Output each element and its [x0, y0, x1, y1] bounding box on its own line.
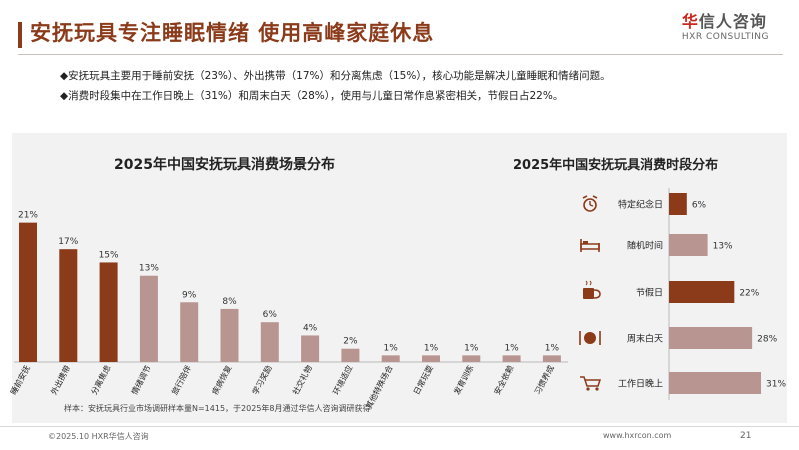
logo-accent-char: 华 — [681, 12, 699, 31]
scene-bar-value-label: 6% — [263, 310, 278, 320]
bullet-point: ◆消费时段集中在工作日晚上（31%）和周末白天（28%），使用与儿童日常作息紧密… — [60, 90, 564, 102]
scene-category-label: 日常玩耍 — [412, 364, 435, 396]
scene-bar — [462, 355, 481, 362]
time-bar — [669, 193, 687, 215]
time-bar-value-label: 31% — [766, 380, 786, 390]
company-logo: 华信人咨询 HXR CONSULTING — [682, 8, 769, 42]
cart-icon — [586, 387, 590, 391]
scene-bar — [59, 249, 78, 362]
page-title: 安抚玩具专注睡眠情绪 使用高峰家庭休息 — [30, 21, 435, 45]
time-bar — [669, 327, 753, 349]
scene-category-label: 社交礼物 — [290, 363, 314, 396]
title-divider — [18, 54, 783, 55]
time-category-label: 随机时间 — [627, 240, 663, 252]
time-bar-value-label: 13% — [713, 242, 733, 252]
scene-bar-value-label: 1% — [464, 343, 479, 353]
scene-category-label: 环境适应 — [331, 363, 355, 396]
time-category-label: 特定纪念日 — [618, 199, 663, 211]
alarm-clock-icon — [582, 195, 588, 199]
scene-bar-value-label: 21% — [18, 211, 38, 221]
time-bar — [669, 281, 735, 303]
time-bar-value-label: 6% — [692, 201, 707, 211]
scene-bar-value-label: 13% — [139, 264, 159, 274]
scene-bar-value-label: 17% — [58, 237, 78, 247]
scene-category-label: 安全依赖 — [492, 363, 516, 396]
cup-icon — [593, 289, 601, 299]
alarm-clock-icon — [592, 195, 598, 199]
logo-chinese: 华信人咨询 — [682, 8, 769, 32]
alarm-clock-icon — [589, 204, 594, 207]
scene-bar-value-label: 2% — [343, 337, 358, 347]
scene-bar — [381, 355, 400, 362]
cup-icon — [585, 280, 592, 286]
scene-bar-value-label: 8% — [222, 297, 237, 307]
scene-category-label: 习惯养成 — [532, 363, 556, 396]
logo-english: HXR CONSULTING — [681, 32, 769, 42]
scene-bar-value-label: 9% — [182, 290, 197, 300]
bullet-point: ◆安抚玩具主要用于睡前安抚（23%）、外出携带（17%）和分离焦虑（15%），核… — [60, 70, 611, 82]
scene-category-label: 疾病恢复 — [210, 363, 234, 396]
scene-category-label: 分离焦虑 — [89, 363, 113, 396]
scene-category-label: 旅行陪伴 — [169, 363, 193, 396]
dining-icon — [584, 332, 596, 344]
title-bar: 安抚玩具专注睡眠情绪 使用高峰家庭休息 华信人咨询 HXR CONSULTING — [0, 0, 799, 56]
page-number: 21 — [740, 431, 752, 441]
summary-bullets: ◆安抚玩具主要用于睡前安抚（23%）、外出携带（17%）和分离焦虑（15%），核… — [60, 66, 611, 106]
alarm-clock-icon — [583, 198, 597, 212]
bed-icon — [583, 241, 588, 244]
scene-bar — [542, 355, 561, 362]
scene-bar — [19, 222, 37, 362]
footer-url: www.hxrcon.com — [603, 431, 672, 440]
scene-bar — [260, 322, 279, 362]
scene-bar — [99, 262, 118, 362]
scene-bar — [301, 335, 320, 362]
title-accent-bar — [18, 22, 22, 48]
time-chart-title: 2025年中国安抚玩具消费时段分布 — [513, 158, 719, 173]
scene-bar-value-label: 1% — [504, 343, 519, 353]
scene-chart-title: 2025年中国安抚玩具消费场景分布 — [114, 157, 335, 173]
scene-bar — [220, 308, 239, 362]
scene-bar — [422, 355, 440, 362]
time-bar — [669, 234, 708, 256]
cart-icon — [580, 376, 602, 387]
scene-category-label: 睡前安抚 — [8, 363, 32, 396]
logo-name: 信人咨询 — [698, 12, 767, 31]
scene-bar-value-label: 1% — [424, 343, 439, 353]
scene-category-label: 外出携带 — [48, 363, 72, 396]
bed-icon — [580, 243, 600, 250]
scene-category-label: 学习奖励 — [250, 363, 274, 396]
scene-bar-value-label: 1% — [545, 343, 560, 353]
time-category-label: 工作日晚上 — [618, 378, 663, 390]
scene-bar — [502, 355, 521, 362]
scene-bar — [180, 302, 199, 362]
footer-divider — [0, 426, 799, 427]
time-category-label: 周末白天 — [627, 333, 663, 345]
time-bar — [669, 372, 762, 394]
footer-copyright: ©2025.10 HXR华信人咨询 — [48, 432, 149, 441]
scene-bar — [139, 275, 158, 362]
scene-bar — [341, 348, 360, 362]
scene-bar-value-label: 4% — [303, 323, 318, 333]
sample-note: 样本：安抚玩具行业市场调研样本量N=1415，于2025年8月通过华信人咨询调研… — [64, 404, 371, 413]
scene-category-label: 情绪调节 — [129, 363, 153, 396]
scene-category-label: 发育训练 — [451, 363, 475, 396]
scene-bar-value-label: 15% — [99, 250, 119, 260]
time-bar-value-label: 22% — [739, 289, 759, 299]
time-category-label: 节假日 — [636, 288, 663, 299]
time-bar-value-label: 28% — [757, 335, 777, 345]
cart-icon — [595, 387, 599, 391]
cup-icon — [583, 288, 594, 299]
scene-bar-value-label: 1% — [384, 343, 399, 353]
